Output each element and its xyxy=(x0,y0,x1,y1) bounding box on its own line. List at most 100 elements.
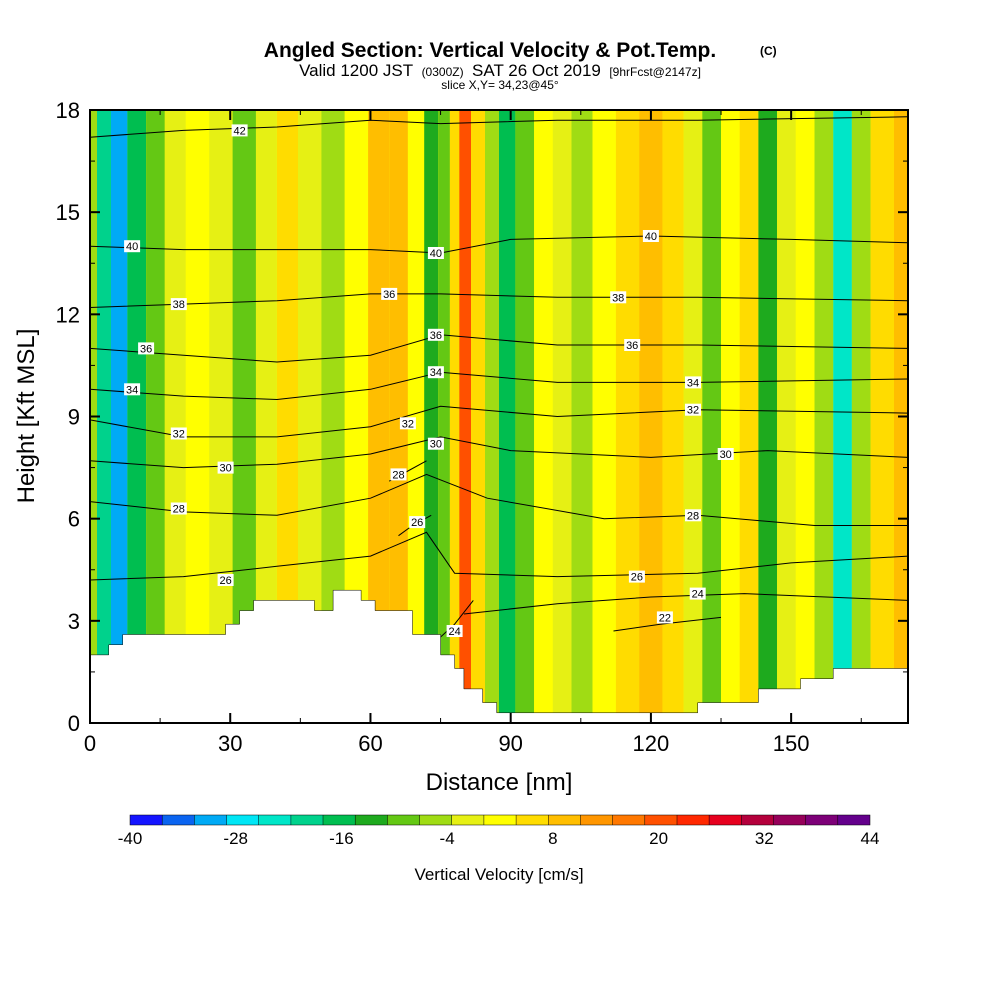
velocity-column xyxy=(702,110,721,723)
velocity-column xyxy=(515,110,535,723)
contour-label: 26 xyxy=(217,574,234,587)
svg-text:42: 42 xyxy=(233,125,245,137)
svg-text:32: 32 xyxy=(402,418,414,430)
velocity-column xyxy=(389,110,408,723)
terrain-mask xyxy=(90,589,908,723)
contour-label: 24 xyxy=(446,625,463,638)
velocity-column xyxy=(127,110,147,723)
svg-text:36: 36 xyxy=(383,289,395,301)
svg-text:24: 24 xyxy=(448,626,460,638)
velocity-column xyxy=(777,110,796,723)
velocity-column xyxy=(833,110,852,723)
isentrope-line xyxy=(435,600,474,642)
contour-label: 30 xyxy=(717,448,734,461)
velocity-column xyxy=(368,110,390,723)
isentrope-line xyxy=(90,293,908,308)
velocity-column xyxy=(459,110,471,723)
velocity-column xyxy=(814,110,834,723)
contour-label: 30 xyxy=(217,461,234,475)
contour-label: 22 xyxy=(656,611,673,624)
velocity-column xyxy=(438,110,450,723)
contour-label: 36 xyxy=(138,342,155,355)
svg-text:32: 32 xyxy=(173,429,185,441)
svg-text:40: 40 xyxy=(430,248,442,260)
velocity-column xyxy=(407,110,425,723)
y-tick-label: 6 xyxy=(68,507,80,532)
velocity-column xyxy=(209,110,233,723)
forecast-info: [9hrFcst@2147z] xyxy=(609,65,701,79)
y-tick-label: 0 xyxy=(68,711,80,736)
velocity-column xyxy=(298,110,322,723)
velocity-column xyxy=(485,110,499,723)
vertical-velocity-columns xyxy=(90,110,908,723)
contour-label: 42 xyxy=(231,124,248,137)
velocity-column xyxy=(721,110,740,723)
colorbar-dividers xyxy=(161,815,839,825)
isentrope-line xyxy=(90,473,908,526)
velocity-column xyxy=(277,110,298,723)
svg-text:40: 40 xyxy=(126,241,138,253)
svg-text:38: 38 xyxy=(612,292,624,304)
y-tick-label: 12 xyxy=(56,302,80,327)
svg-text:28: 28 xyxy=(687,510,699,522)
valid-date: SAT 26 Oct 2019 xyxy=(472,61,601,80)
contour-label: 34 xyxy=(685,376,701,389)
colorbar-label: Vertical Velocity [cm/s] xyxy=(414,865,583,884)
velocity-column xyxy=(255,110,277,723)
velocity-column xyxy=(851,110,871,723)
isentrope-line xyxy=(90,371,908,401)
slice-location: slice X,Y= 34,23@45° xyxy=(441,78,559,92)
colorbar-ticks: -40 -28 -16 -4 8 20 32 44 xyxy=(118,829,880,848)
x-tick-label: 60 xyxy=(358,731,382,756)
valid-time-line: Valid 1200 JST (0300Z) SAT 26 Oct 2019 [… xyxy=(299,61,701,80)
colorbar-tick-label: 8 xyxy=(548,829,557,848)
x-axis-ticks: 0 30 60 90 120 150 xyxy=(84,110,862,756)
contour-label: 36 xyxy=(624,339,641,352)
velocity-column xyxy=(615,110,640,723)
y-tick-label: 9 xyxy=(68,405,80,430)
colorbar-tick-label: 20 xyxy=(649,829,668,848)
chart-title: Angled Section: Vertical Velocity & Pot.… xyxy=(264,39,716,62)
valid-utc-time: (0300Z) xyxy=(422,65,464,79)
velocity-column xyxy=(146,110,165,723)
y-tick-label: 3 xyxy=(68,609,80,634)
velocity-column xyxy=(185,110,210,723)
svg-text:36: 36 xyxy=(140,343,152,355)
contour-label: 34 xyxy=(124,383,141,396)
svg-text:34: 34 xyxy=(687,377,699,389)
colorbar-tick-label: -28 xyxy=(223,829,248,848)
contour-label: 34 xyxy=(427,366,444,379)
velocity-column xyxy=(592,110,616,723)
x-tick-label: 150 xyxy=(773,731,810,756)
svg-text:34: 34 xyxy=(126,384,138,396)
y-tick-label: 18 xyxy=(56,98,80,123)
x-tick-label: 30 xyxy=(218,731,242,756)
isentrope-line xyxy=(90,116,908,138)
velocity-column xyxy=(344,110,369,723)
colorbar xyxy=(129,814,871,826)
valid-local-time: Valid 1200 JST xyxy=(299,61,413,80)
velocity-column xyxy=(449,110,460,723)
contour-label: 32 xyxy=(685,403,701,417)
svg-text:36: 36 xyxy=(430,330,442,342)
contour-label: 32 xyxy=(170,427,187,441)
copyright-mark: (C) xyxy=(760,44,777,58)
velocity-column xyxy=(164,110,186,723)
svg-text:22: 22 xyxy=(659,612,671,624)
svg-text:38: 38 xyxy=(173,299,185,311)
x-tick-label: 120 xyxy=(633,731,670,756)
svg-text:34: 34 xyxy=(430,367,442,379)
velocity-column xyxy=(662,110,684,723)
y-axis-label: Height [Kft MSL] xyxy=(13,329,40,504)
colorbar-tick-label: -40 xyxy=(118,829,143,848)
isentrope-line xyxy=(463,593,908,615)
svg-text:32: 32 xyxy=(687,405,699,417)
velocity-column xyxy=(870,110,894,723)
contour-label: 40 xyxy=(642,230,659,243)
svg-text:26: 26 xyxy=(411,517,423,529)
svg-text:28: 28 xyxy=(173,504,185,516)
svg-text:30: 30 xyxy=(219,463,231,475)
velocity-column xyxy=(571,110,593,723)
svg-text:26: 26 xyxy=(631,572,643,584)
